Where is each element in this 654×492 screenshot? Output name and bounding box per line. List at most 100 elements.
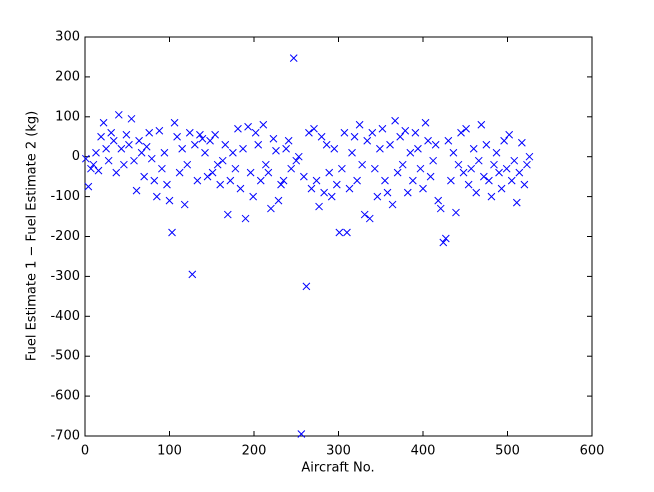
scatter-point <box>292 156 301 165</box>
scatter-point <box>274 196 283 205</box>
scatter-point <box>398 160 407 169</box>
scatter-point <box>246 168 255 177</box>
scatter-point <box>421 118 430 127</box>
scatter-point <box>130 156 138 165</box>
scatter-point <box>163 180 171 189</box>
scatter-point <box>419 184 427 193</box>
scatter-point <box>444 136 453 145</box>
x-tick-label: 0 <box>81 444 89 459</box>
scatter-point <box>373 192 382 201</box>
scatter-point <box>401 126 410 135</box>
y-tick-label: -700 <box>50 429 80 444</box>
scatter-point <box>279 176 288 185</box>
scatter-point <box>135 136 143 145</box>
scatter-point <box>201 148 209 157</box>
scatter-point <box>231 164 240 173</box>
scatter-point <box>261 160 270 169</box>
scatter-point <box>358 160 367 169</box>
scatter-point <box>431 140 440 149</box>
scatter-point <box>300 172 308 181</box>
scatter-point <box>426 172 435 181</box>
scatter-point <box>180 200 189 209</box>
scatter-point <box>289 54 298 63</box>
scatter-point <box>502 164 511 173</box>
scatter-point <box>259 120 268 129</box>
scatter-point <box>482 140 491 149</box>
scatter-point <box>411 128 420 137</box>
scatter-point <box>236 184 245 193</box>
scatter-point <box>127 114 136 123</box>
scatter-point <box>424 136 432 145</box>
scatter-point <box>132 186 141 195</box>
scatter-point <box>305 128 313 137</box>
scatter-point <box>510 156 519 165</box>
scatter-point <box>368 128 377 137</box>
scatter-point <box>137 148 146 157</box>
scatter-point <box>495 168 503 177</box>
scatter-point <box>188 270 197 279</box>
y-tick-label: -400 <box>50 309 80 324</box>
scatter-point <box>160 148 169 157</box>
x-tick-label: 500 <box>495 444 520 459</box>
scatter-point <box>512 198 521 207</box>
scatter-point <box>409 176 417 185</box>
scatter-point <box>345 184 354 193</box>
scatter-point <box>145 128 154 137</box>
scatter-point <box>474 156 483 165</box>
scatter-point <box>497 184 506 193</box>
scatter-point <box>221 140 230 149</box>
scatter-point <box>244 122 252 131</box>
scatter-point <box>330 144 339 153</box>
scatter-point <box>429 156 437 165</box>
scatter-point <box>525 152 534 161</box>
scatter-point <box>196 130 204 139</box>
scatter-point <box>492 148 501 157</box>
scatter-point <box>297 430 306 438</box>
scatter-point <box>170 118 179 127</box>
scatter-point <box>500 136 508 145</box>
scatter-point <box>355 120 364 129</box>
scatter-point <box>97 132 105 141</box>
scatter-point <box>272 146 280 155</box>
scatter-point <box>381 176 389 185</box>
scatter-point <box>302 282 311 291</box>
scatter-point <box>507 176 516 185</box>
x-tick-label: 200 <box>242 444 267 459</box>
scatter-point <box>459 168 468 177</box>
scatter-point <box>173 132 181 141</box>
scatter-point <box>251 128 260 137</box>
scatter-point <box>92 148 100 157</box>
scatter-point <box>310 124 318 133</box>
y-tick-label: 300 <box>55 30 80 45</box>
scatter-point <box>211 130 219 139</box>
scatter-point <box>360 210 369 219</box>
y-tick-label: -200 <box>50 229 80 244</box>
scatter-point <box>269 134 278 143</box>
scatter-point <box>223 210 232 219</box>
scatter-point <box>340 128 349 137</box>
scatter-point <box>122 130 131 139</box>
y-tick-label: 0 <box>72 149 80 164</box>
scatter-point <box>226 176 235 185</box>
scatter-point <box>406 148 415 157</box>
scatter-point <box>142 142 151 151</box>
scatter-point <box>249 192 258 201</box>
scatter-point <box>152 192 161 201</box>
scatter-point <box>104 156 113 165</box>
scatter-point <box>370 164 379 173</box>
x-tick-label: 300 <box>326 444 351 459</box>
scatter-point <box>178 144 187 153</box>
scatter-point <box>168 228 176 237</box>
scatter-point <box>391 116 399 125</box>
scatter-point <box>322 140 331 149</box>
scatter-point <box>147 154 156 163</box>
scatter-point <box>284 136 293 145</box>
scatter-point <box>213 160 222 169</box>
scatter-point <box>490 160 498 169</box>
scatter-point <box>320 188 328 197</box>
scatter-point <box>114 110 123 119</box>
scatter-point <box>378 124 387 133</box>
scatter-point <box>140 172 149 181</box>
y-tick-label: -300 <box>50 269 80 284</box>
scatter-point <box>436 204 445 213</box>
